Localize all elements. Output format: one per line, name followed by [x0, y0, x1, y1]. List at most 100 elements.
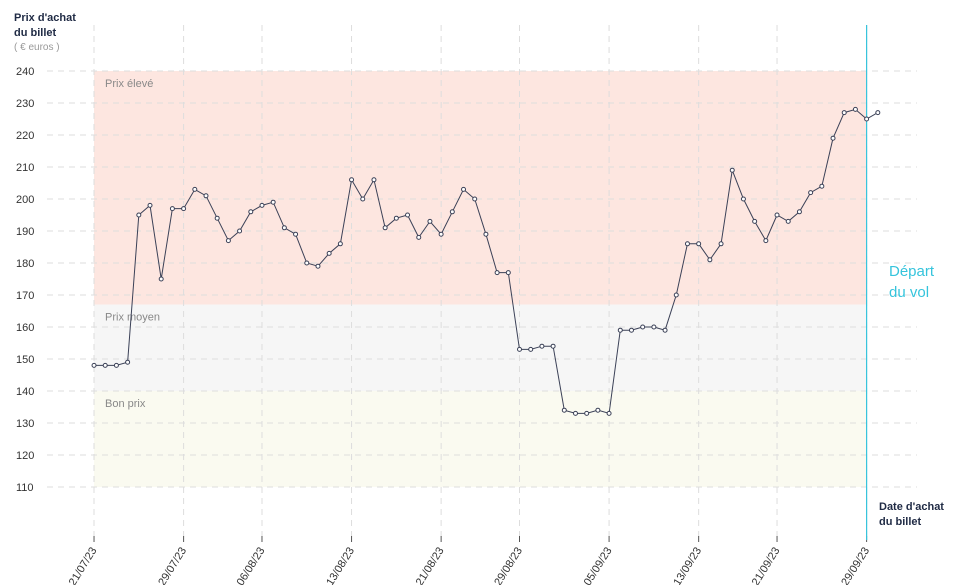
x-tick-label: 06/08/23 [235, 545, 268, 585]
price-point [651, 324, 657, 330]
price-point [785, 218, 791, 224]
price-point [427, 218, 433, 224]
price-point [326, 250, 332, 256]
price-point [662, 327, 668, 333]
y-tick-label: 120 [16, 450, 34, 462]
price-point [483, 231, 489, 237]
price-point [539, 343, 545, 349]
x-tick-label: 21/08/23 [414, 545, 447, 585]
departure-label: du vol [889, 284, 929, 301]
x-tick-label: 21/07/23 [67, 545, 100, 585]
price-point [819, 183, 825, 189]
price-point [225, 238, 231, 244]
x-tick-label: 13/08/23 [324, 545, 357, 585]
price-point [382, 225, 388, 231]
x-tick-label: 29/08/23 [492, 545, 525, 585]
price-point [147, 202, 153, 208]
price-point [449, 209, 455, 215]
price-point [875, 110, 881, 116]
price-point [125, 359, 131, 365]
price-point [371, 177, 377, 183]
price-point [808, 190, 814, 196]
price-point [181, 206, 187, 212]
y-tick-label: 160 [16, 322, 34, 334]
price-point [673, 292, 679, 298]
price-point [707, 257, 713, 263]
price-point [270, 199, 276, 205]
x-title: Date d'achat [879, 501, 944, 513]
price-point [304, 260, 310, 266]
x-tick-label: 13/09/23 [671, 545, 704, 585]
price-point [472, 196, 478, 202]
y-title: Prix d'achat [14, 12, 76, 24]
y-tick-label: 180 [16, 258, 34, 270]
y-title: du billet [14, 27, 57, 39]
price-point [617, 327, 623, 333]
price-point [640, 324, 646, 330]
price-point [528, 346, 534, 352]
zone-label: Prix élevé [105, 78, 153, 90]
y-tick-label: 240 [16, 66, 34, 78]
price-point [517, 346, 523, 352]
price-point [595, 407, 601, 413]
price-point [136, 212, 142, 218]
y-tick-label: 110 [16, 482, 34, 494]
price-point [237, 228, 243, 234]
price-point [102, 362, 108, 368]
x-tick-label: 29/09/23 [839, 545, 872, 585]
y-tick-label: 140 [16, 386, 34, 398]
price-point [192, 186, 198, 192]
price-point [494, 270, 500, 276]
price-point [572, 410, 578, 416]
price-point [293, 231, 299, 237]
price-point [729, 167, 735, 173]
price-point [740, 196, 746, 202]
price-point [718, 241, 724, 247]
zone-label: Bon prix [105, 398, 146, 410]
price-point [752, 218, 758, 224]
price-point [248, 209, 254, 215]
price-point [830, 135, 836, 141]
x-tick-label: 29/07/23 [156, 545, 189, 585]
price-point [696, 241, 702, 247]
departure-label: Départ [889, 263, 935, 280]
price-point [763, 238, 769, 244]
y-tick-label: 190 [16, 226, 34, 238]
y-tick-label: 150 [16, 354, 34, 366]
price-point [158, 276, 164, 282]
price-point [461, 186, 467, 192]
price-point [550, 343, 556, 349]
price-point [360, 196, 366, 202]
price-point [438, 231, 444, 237]
price-point [349, 177, 355, 183]
price-point [774, 212, 780, 218]
price-point [281, 225, 287, 231]
price-point [852, 106, 858, 112]
price-point [405, 212, 411, 218]
price-point [796, 209, 802, 215]
zone-label: Prix moyen [105, 312, 160, 324]
x-tick-label: 21/09/23 [750, 545, 783, 585]
price-point [91, 362, 97, 368]
y-unit: ( € euros ) [14, 42, 60, 53]
price-point [416, 234, 422, 240]
y-tick-label: 210 [16, 162, 34, 174]
x-tick-label: 05/09/23 [582, 545, 615, 585]
price-point [169, 206, 175, 212]
price-point [505, 270, 511, 276]
price-point [606, 410, 612, 416]
price-point [841, 110, 847, 116]
price-point [561, 407, 567, 413]
zone [94, 71, 867, 305]
x-title: du billet [879, 516, 922, 528]
price-point [628, 327, 634, 333]
price-point [214, 215, 220, 221]
zone [94, 391, 867, 487]
y-tick-label: 170 [16, 290, 34, 302]
price-point [203, 193, 209, 199]
zone [94, 304, 867, 391]
price-point [864, 116, 870, 122]
price-point [259, 202, 265, 208]
y-tick-label: 130 [16, 418, 34, 430]
